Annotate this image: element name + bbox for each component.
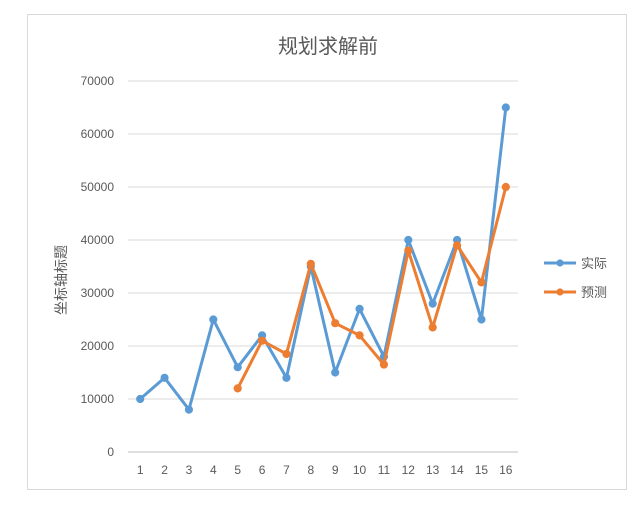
x-tick-label: 4: [210, 463, 217, 477]
x-tick-label: 6: [259, 463, 266, 477]
x-tick-label: 16: [499, 463, 513, 477]
data-point: [379, 360, 389, 369]
data-point: [306, 259, 315, 268]
data-point: [355, 331, 364, 340]
y-axis-label: 坐标轴标题: [54, 245, 70, 315]
data-point: [355, 304, 364, 313]
y-tick-label: 30000: [81, 286, 115, 300]
x-tick-label: 8: [307, 463, 314, 477]
y-tick-label: 0: [107, 445, 114, 459]
data-point: [501, 182, 510, 192]
x-tick-label: 9: [332, 463, 339, 477]
y-tick-label: 50000: [81, 180, 115, 194]
legend-item: 实际: [544, 257, 607, 272]
data-point: [452, 241, 462, 250]
data-point: [404, 246, 413, 255]
x-tick-label: 5: [234, 463, 241, 477]
data-point: [209, 315, 218, 324]
x-tick-label: 12: [402, 463, 416, 477]
chart-area: 规划求解前 坐标轴标题 0 10000 20000 30000 40000 50000 60…: [27, 14, 627, 490]
data-point: [477, 315, 486, 324]
x-tick-label: 1: [137, 463, 144, 477]
x-tick-label: 14: [450, 463, 464, 477]
x-tick-label: 11: [378, 463, 391, 477]
x-axis-ticks: 1 2 3 4 5 6 7 8 9 10 11 12 13 14 15 16: [137, 463, 513, 477]
series-1: [136, 103, 510, 414]
data-point: [282, 373, 291, 382]
gridlines: [128, 80, 518, 453]
legend-label: 实际: [581, 257, 607, 272]
x-tick-label: 3: [186, 463, 193, 477]
line-chart: 规划求解前 坐标轴标题 0100002000030000400005000060…: [54, 34, 607, 477]
y-axis-ticks: 0 10000 20000 30000 40000 50000 60000 70000: [81, 74, 115, 459]
y-tick-label: 40000: [81, 233, 115, 247]
x-tick-label: 10: [353, 463, 367, 477]
data-point: [428, 323, 437, 332]
x-tick-label: 2: [161, 463, 168, 477]
x-tick-label: 15: [475, 463, 489, 477]
y-tick-label: 70000: [81, 74, 115, 88]
data-point: [136, 394, 145, 404]
x-tick-label: 13: [426, 463, 440, 477]
legend-marker: [556, 259, 564, 267]
legend-item: 预测: [544, 286, 607, 301]
legend-marker: [556, 288, 564, 296]
data-point: [501, 103, 510, 112]
series-lines: [136, 103, 510, 414]
data-point: [257, 336, 267, 345]
data-point: [428, 299, 437, 308]
data-point: [331, 368, 340, 377]
data-point: [477, 278, 486, 287]
y-tick-label: 10000: [81, 392, 115, 406]
series-2: [233, 182, 510, 393]
data-point: [160, 373, 169, 382]
data-point: [233, 384, 242, 393]
series-line: [236, 186, 508, 390]
y-tick-label: 60000: [81, 127, 115, 141]
legend-label: 预测: [581, 286, 607, 301]
data-point: [404, 235, 413, 245]
x-tick-label: 7: [283, 463, 290, 477]
data-point: [331, 319, 340, 328]
data-point: [184, 405, 194, 414]
data-point: [282, 349, 291, 359]
series-line: [139, 107, 508, 412]
chart-title: 规划求解前: [278, 34, 378, 58]
data-point: [233, 363, 242, 372]
y-tick-label: 20000: [81, 339, 115, 353]
